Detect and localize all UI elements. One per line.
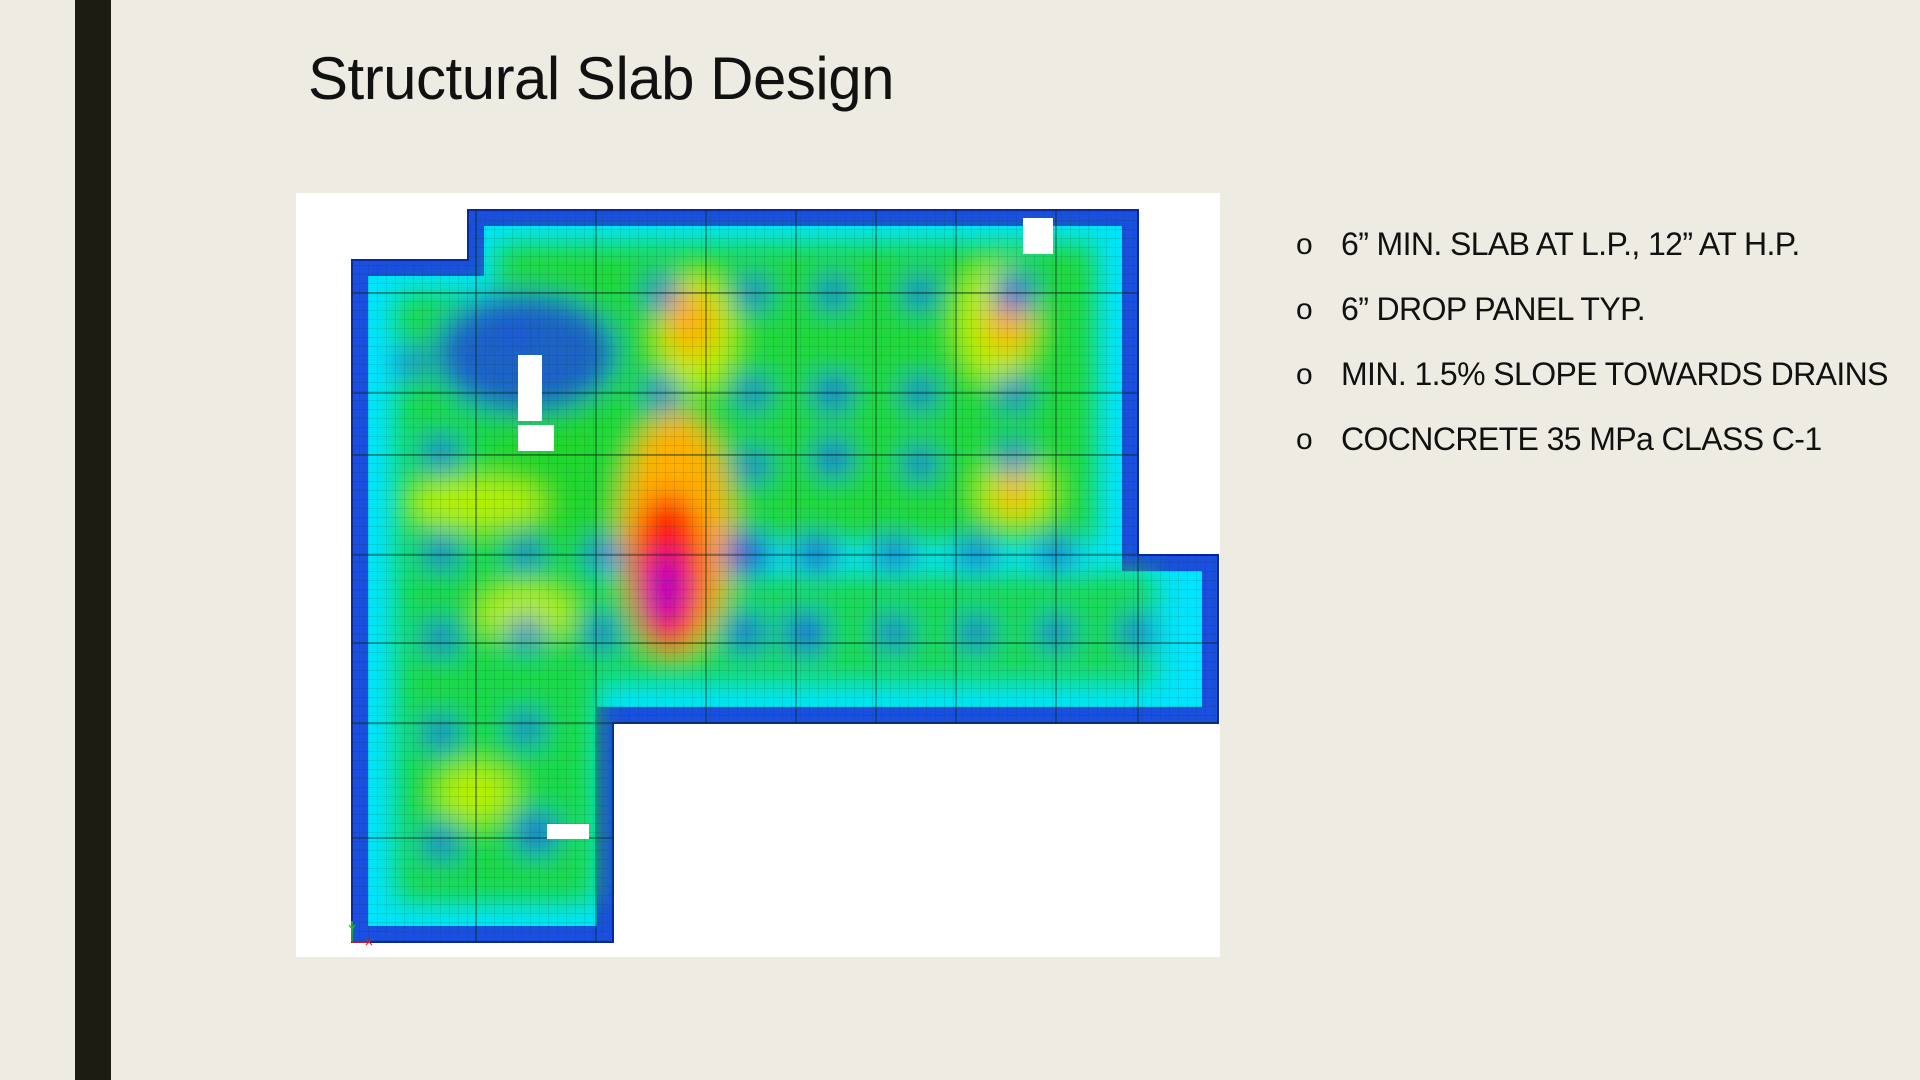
- bullet-item: o MIN. 1.5% SLOPE TOWARDS DRAINS: [1294, 342, 1894, 407]
- bullet-marker: o: [1296, 293, 1313, 326]
- bullet-list: o 6” MIN. SLAB AT L.P., 12” AT H.P. o 6”…: [1294, 212, 1894, 472]
- bullet-marker: o: [1296, 228, 1313, 261]
- bullet-item: o 6” MIN. SLAB AT L.P., 12” AT H.P.: [1294, 212, 1894, 277]
- accent-bar: [75, 0, 111, 1080]
- bullet-item: o COCNCRETE 35 MPa CLASS C-1: [1294, 407, 1894, 472]
- slab-opening: [547, 824, 589, 839]
- slab-contour-figure: [296, 193, 1220, 957]
- slab-contour-plot: [348, 209, 1219, 946]
- bullet-text: 6” DROP PANEL TYP.: [1341, 291, 1646, 327]
- bullet-marker: o: [1296, 358, 1313, 391]
- slab-opening: [1023, 218, 1053, 254]
- bullet-text: 6” MIN. SLAB AT L.P., 12” AT H.P.: [1341, 226, 1800, 262]
- bullet-item: o 6” DROP PANEL TYP.: [1294, 277, 1894, 342]
- slab-opening: [518, 425, 554, 451]
- bullet-text: MIN. 1.5% SLOPE TOWARDS DRAINS: [1341, 356, 1888, 392]
- axis-triad-icon: [348, 921, 373, 946]
- slide-title: Structural Slab Design: [308, 45, 894, 112]
- bullet-marker: o: [1296, 423, 1313, 456]
- slab-opening: [518, 355, 542, 421]
- bullet-text: COCNCRETE 35 MPa CLASS C-1: [1341, 421, 1822, 457]
